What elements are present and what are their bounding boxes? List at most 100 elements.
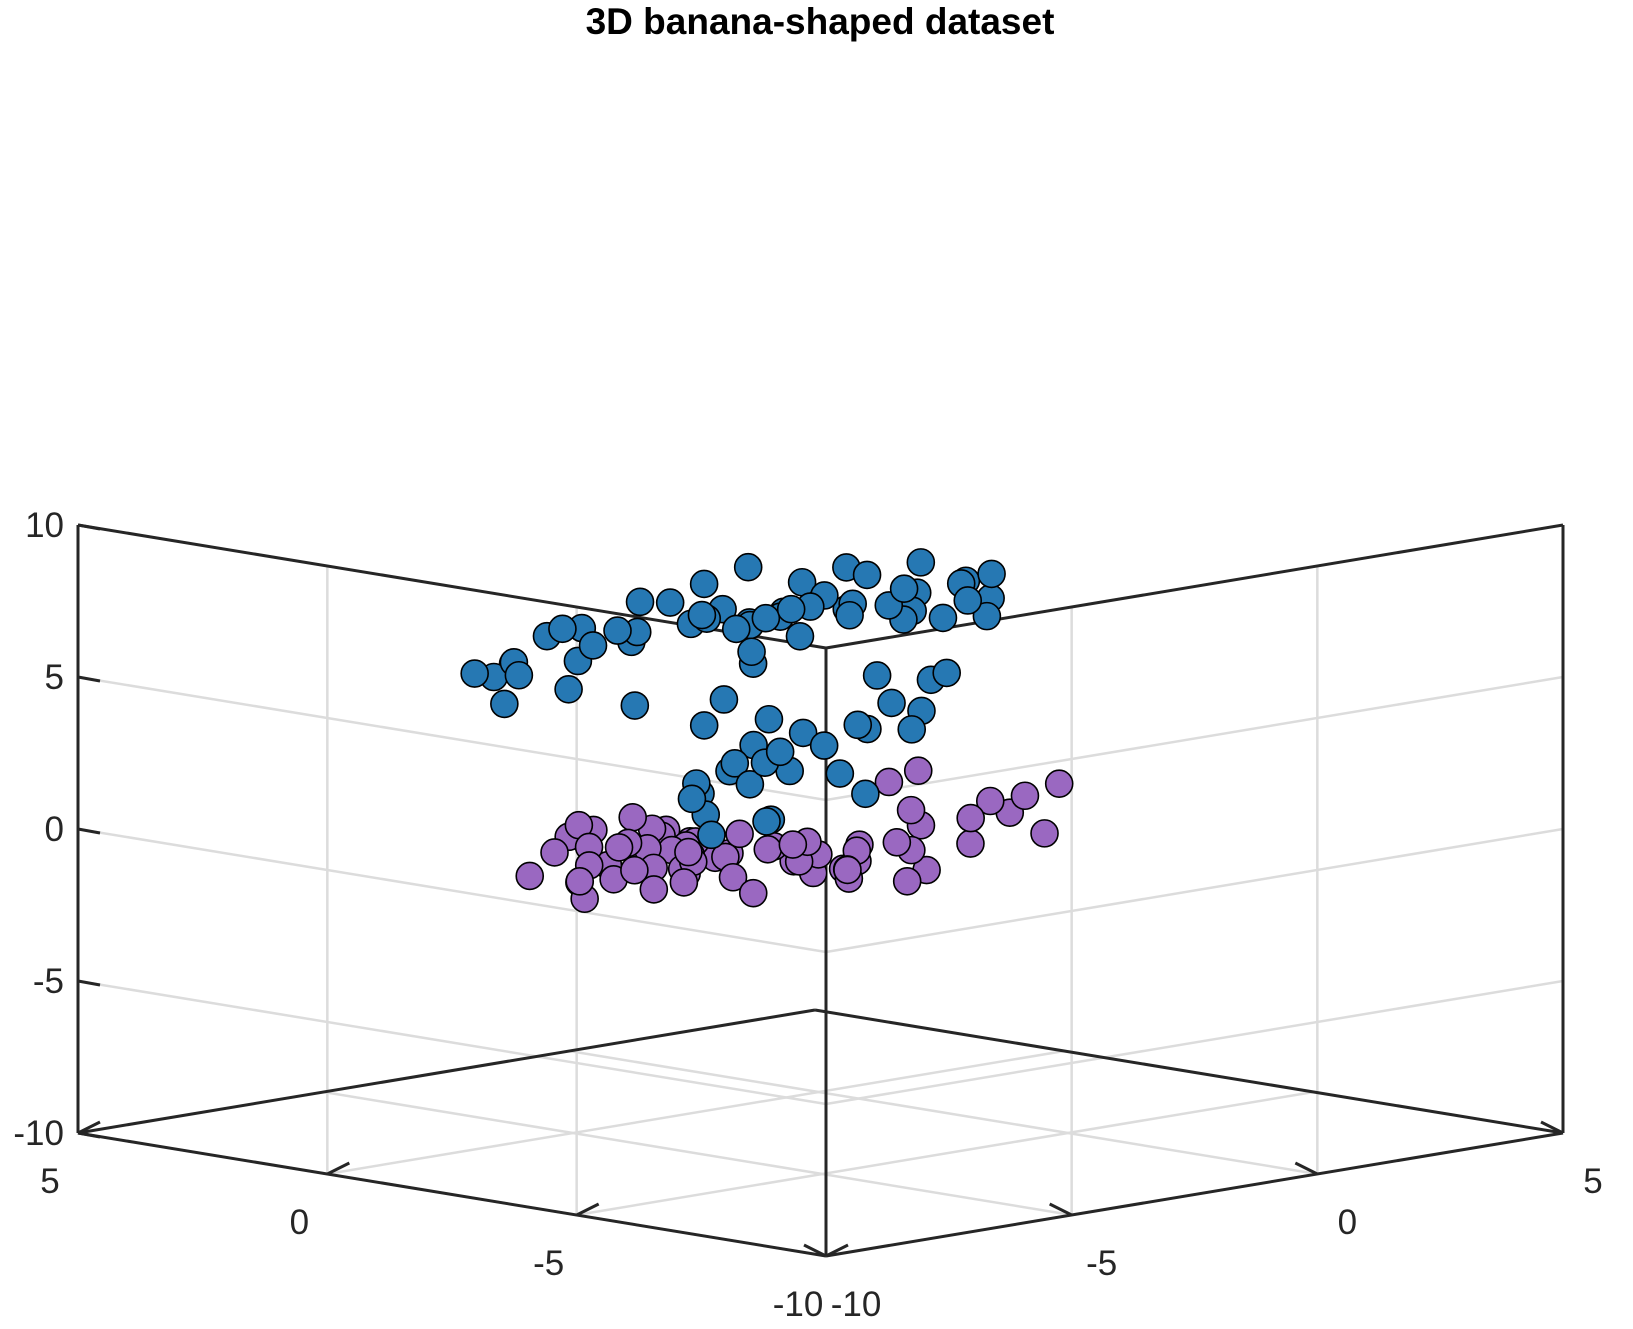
scatter-point-series-2 bbox=[903, 756, 933, 786]
scatter-point-series-2 bbox=[975, 786, 1005, 816]
scatter-point-series-2 bbox=[1044, 769, 1074, 798]
scatter-point-series-2 bbox=[725, 819, 754, 849]
scatter-point-series-1 bbox=[809, 731, 839, 760]
z-tick-label: -10 bbox=[13, 1114, 64, 1153]
scatter-point-series-2 bbox=[565, 867, 595, 896]
y-tick-label: 0 bbox=[290, 1203, 309, 1242]
scatter-point-series-1 bbox=[620, 691, 650, 720]
scatter-point-series-1 bbox=[625, 587, 655, 617]
scatter-point-series-2 bbox=[540, 838, 569, 867]
scatter-point-series-1 bbox=[788, 718, 818, 748]
scatter-point-series-1 bbox=[897, 715, 927, 744]
scatter-point-series-2 bbox=[956, 803, 985, 833]
scatter-point-series-1 bbox=[733, 552, 763, 582]
scatter-point-series-1 bbox=[697, 820, 726, 850]
wall-grid-z-left bbox=[77, 827, 827, 954]
scatter-point-series-2 bbox=[604, 833, 634, 862]
scatter-point-series-1 bbox=[851, 779, 880, 809]
wall-grid-z-left bbox=[77, 979, 827, 1106]
scatter-point-series-1 bbox=[765, 737, 795, 767]
scatter-point-series-2 bbox=[620, 855, 649, 885]
y-tick-mark bbox=[326, 1161, 351, 1176]
scatter-point-series-1 bbox=[460, 659, 489, 688]
x-tick-label: -5 bbox=[1086, 1244, 1117, 1283]
z-tick-label: 10 bbox=[25, 506, 64, 545]
scatter-point-series-1 bbox=[928, 603, 958, 633]
scatter-point-series-1 bbox=[578, 631, 608, 660]
scatter-point-series-1 bbox=[843, 710, 873, 740]
scatter-point-series-1 bbox=[852, 560, 882, 590]
scatter-point-series-1 bbox=[720, 749, 750, 778]
scatter-point-series-2 bbox=[1010, 781, 1040, 811]
x-tick-label: 0 bbox=[1338, 1203, 1357, 1242]
scatter-point-series-1 bbox=[504, 660, 534, 690]
scatter-point-series-1 bbox=[689, 569, 719, 599]
scatter-point-series-1 bbox=[754, 704, 784, 734]
grid-layer bbox=[76, 523, 1565, 1258]
floor-grid-y bbox=[327, 1049, 1065, 1176]
scatter-point-series-1 bbox=[776, 594, 806, 624]
y-tick-label: 5 bbox=[40, 1162, 59, 1201]
scatter-point-series-1 bbox=[737, 637, 766, 667]
axes-box-edge bbox=[825, 1131, 1564, 1258]
scatter-point-series-2 bbox=[738, 878, 768, 908]
scatter-point-series-2 bbox=[896, 795, 926, 825]
scatter-point-series-1 bbox=[785, 621, 815, 651]
tick-labels: -10 -5 0 5 10 -10 -5 0 5 -10 -5 0 5 bbox=[13, 506, 1602, 1324]
floor-grid-x bbox=[569, 1049, 1318, 1176]
scatter-point-series-1 bbox=[825, 759, 855, 788]
axes-box-edge bbox=[77, 1131, 827, 1258]
z-tick-mark bbox=[77, 523, 101, 531]
wall-grid-z-right bbox=[825, 827, 1564, 954]
z-tick-mark bbox=[77, 827, 101, 835]
scatter-point-series-2 bbox=[882, 827, 912, 857]
x-tick-mark bbox=[1048, 1202, 1073, 1217]
scatter-point-series-1 bbox=[721, 614, 751, 644]
scatter-point-series-1 bbox=[977, 559, 1006, 589]
z-tick-mark bbox=[77, 979, 101, 987]
scatter-point-series-1 bbox=[862, 661, 892, 690]
scatter-point-series-1 bbox=[735, 769, 765, 799]
scatter-point-series-2 bbox=[753, 834, 783, 864]
x-tick-label: -10 bbox=[831, 1285, 882, 1324]
scatter-point-series-1 bbox=[689, 711, 719, 740]
scatter-point-series-2 bbox=[669, 868, 699, 897]
scatter-point-series-1 bbox=[972, 601, 1002, 631]
scatter-point-series-1 bbox=[655, 588, 685, 617]
x-tick-mark bbox=[1294, 1161, 1319, 1176]
scatter-point-series-1 bbox=[554, 674, 583, 704]
scatter-point-series-2 bbox=[874, 767, 904, 797]
scatter-point-series-1 bbox=[835, 600, 864, 630]
y-tick-mark bbox=[77, 1120, 101, 1135]
scatter-point-series-2 bbox=[956, 829, 985, 858]
scatter-point-series-1 bbox=[932, 658, 962, 688]
scatter-point-series-2 bbox=[674, 837, 703, 867]
floor-grid-x bbox=[323, 1090, 1072, 1217]
axes-box-edge bbox=[814, 1008, 1564, 1135]
z-tick-label: 5 bbox=[45, 658, 64, 697]
scatter-point-series-1 bbox=[906, 548, 936, 577]
scatter-point-series-1 bbox=[548, 614, 577, 644]
scatter-point-series-2 bbox=[778, 830, 808, 859]
wall-grid-z-right bbox=[825, 979, 1564, 1106]
y-tick-label: -10 bbox=[773, 1285, 824, 1324]
x-tick-label: 5 bbox=[1583, 1162, 1602, 1201]
scatter-point-series-1 bbox=[752, 807, 781, 836]
axes-box bbox=[76, 523, 1565, 1258]
scatter-point-series-2 bbox=[892, 866, 922, 896]
scatter-point-series-2 bbox=[718, 862, 748, 892]
x-tick-mark bbox=[1540, 1120, 1564, 1135]
wall-grid-z-right bbox=[825, 675, 1564, 802]
scatter-point-series-2 bbox=[833, 855, 862, 885]
scatter-point-series-1 bbox=[877, 688, 906, 718]
scatter-point-series-1 bbox=[677, 784, 707, 814]
y-tick-mark bbox=[575, 1202, 600, 1217]
floor-grid-y bbox=[576, 1090, 1314, 1217]
axes-box-edge bbox=[77, 1008, 816, 1135]
z-tick-label: 0 bbox=[45, 810, 64, 849]
scatter-point-series-1 bbox=[490, 689, 519, 719]
data-points bbox=[460, 548, 1074, 914]
scatter-point-series-2 bbox=[618, 803, 647, 832]
x-tick-mark bbox=[803, 1243, 827, 1258]
